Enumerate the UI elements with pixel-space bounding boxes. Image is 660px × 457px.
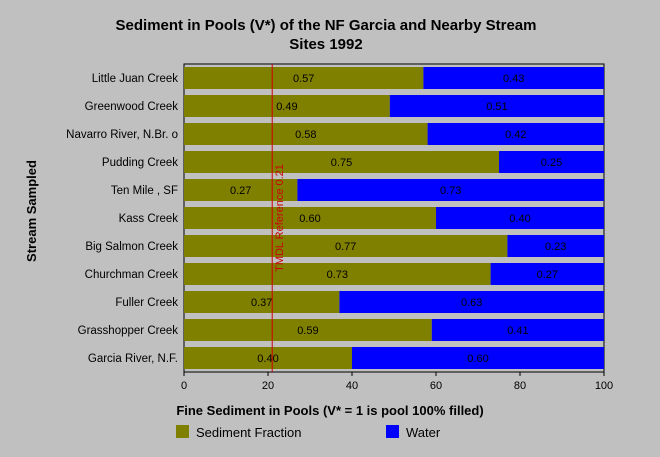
bar-water: [436, 207, 604, 229]
bar-water: [427, 123, 604, 145]
bar-sediment: [184, 67, 424, 89]
legend-swatch-sediment: [176, 425, 189, 438]
bar-water: [339, 291, 604, 313]
category-labels: Little Juan Creek Greenwood Creek Navarro …: [66, 73, 178, 365]
bar-water: [507, 235, 604, 257]
bar-water: [389, 95, 604, 117]
legend-label-water: Water: [406, 425, 441, 440]
category-label: Kass Creek: [119, 213, 179, 225]
data-label: 0.37: [251, 297, 272, 309]
bar-sediment: [184, 291, 340, 313]
data-label: 0.77: [335, 241, 356, 253]
x-tick-label: 0: [181, 380, 187, 392]
data-label: 0.23: [545, 241, 566, 253]
x-axis-title: Fine Sediment in Pools (V* = 1 is pool 1…: [176, 403, 483, 418]
legend: Sediment Fraction Water: [176, 425, 441, 440]
data-label: 0.41: [507, 325, 528, 337]
reference-line-label: TMDL Reference 0.21: [274, 164, 286, 272]
category-label: Ten Mile , SF: [111, 185, 178, 197]
data-labels: 0.57 0.43 0.49 0.51 0.58 0.42 0.75 0.25 0.27 0.73…: [230, 73, 566, 365]
legend-swatch-water: [386, 425, 399, 438]
data-label: 0.51: [486, 101, 507, 113]
chart-title-line1: Sediment in Pools (V*) of the NF Garcia …: [116, 17, 537, 34]
bar-sediment: [184, 347, 352, 369]
bar-water: [297, 179, 604, 201]
data-label: 0.49: [276, 101, 297, 113]
category-label: Greenwood Creek: [85, 101, 179, 113]
bar-sediment: [184, 95, 390, 117]
bar-sediment: [184, 207, 436, 229]
category-label: Fuller Creek: [115, 297, 178, 309]
bar-sediment: [184, 319, 432, 341]
x-tick-label: 40: [346, 380, 358, 392]
bars-group: [184, 67, 604, 369]
data-label: 0.73: [440, 185, 461, 197]
bar-water: [423, 67, 604, 89]
data-label: 0.57: [293, 73, 314, 85]
data-label: 0.40: [257, 353, 278, 365]
data-label: 0.58: [295, 129, 316, 141]
bar-sediment: [184, 179, 298, 201]
bar-water: [431, 319, 604, 341]
data-label: 0.63: [461, 297, 482, 309]
x-tick-label: 80: [514, 380, 526, 392]
category-label: Little Juan Creek: [92, 73, 179, 85]
chart-title-line2: Sites 1992: [289, 36, 362, 53]
category-label: Garcia River, N.F.: [88, 353, 178, 365]
data-label: 0.40: [509, 213, 530, 225]
data-label: 0.75: [331, 157, 352, 169]
bar-water: [499, 151, 604, 173]
data-label: 0.73: [327, 269, 348, 281]
y-axis-title: Stream Sampled: [24, 160, 39, 262]
data-label: 0.27: [230, 185, 251, 197]
data-label: 0.27: [537, 269, 558, 281]
x-tick-label: 20: [262, 380, 274, 392]
category-label: Navarro River, N.Br. o: [66, 129, 178, 141]
bar-sediment: [184, 235, 508, 257]
legend-label-sediment: Sediment Fraction: [196, 425, 302, 440]
bar-sediment: [184, 151, 499, 173]
category-label: Pudding Creek: [102, 157, 178, 169]
reference-line-group: TMDL Reference 0.21: [271, 64, 286, 372]
data-label: 0.60: [467, 353, 488, 365]
bar-water: [490, 263, 604, 285]
bar-sediment: [184, 263, 491, 285]
data-label: 0.59: [297, 325, 318, 337]
x-tick-label: 60: [430, 380, 442, 392]
data-label: 0.60: [299, 213, 320, 225]
data-label: 0.43: [503, 73, 524, 85]
category-label: Big Salmon Creek: [85, 241, 178, 253]
data-label: 0.42: [505, 129, 526, 141]
data-label: 0.25: [541, 157, 562, 169]
bar-sediment: [184, 123, 428, 145]
x-tick-label: 100: [595, 380, 613, 392]
category-label: Churchman Creek: [85, 269, 179, 281]
category-label: Grasshopper Creek: [78, 325, 179, 337]
x-axis: 0 20 40 60 80 100: [181, 372, 613, 392]
bar-water: [352, 347, 604, 369]
